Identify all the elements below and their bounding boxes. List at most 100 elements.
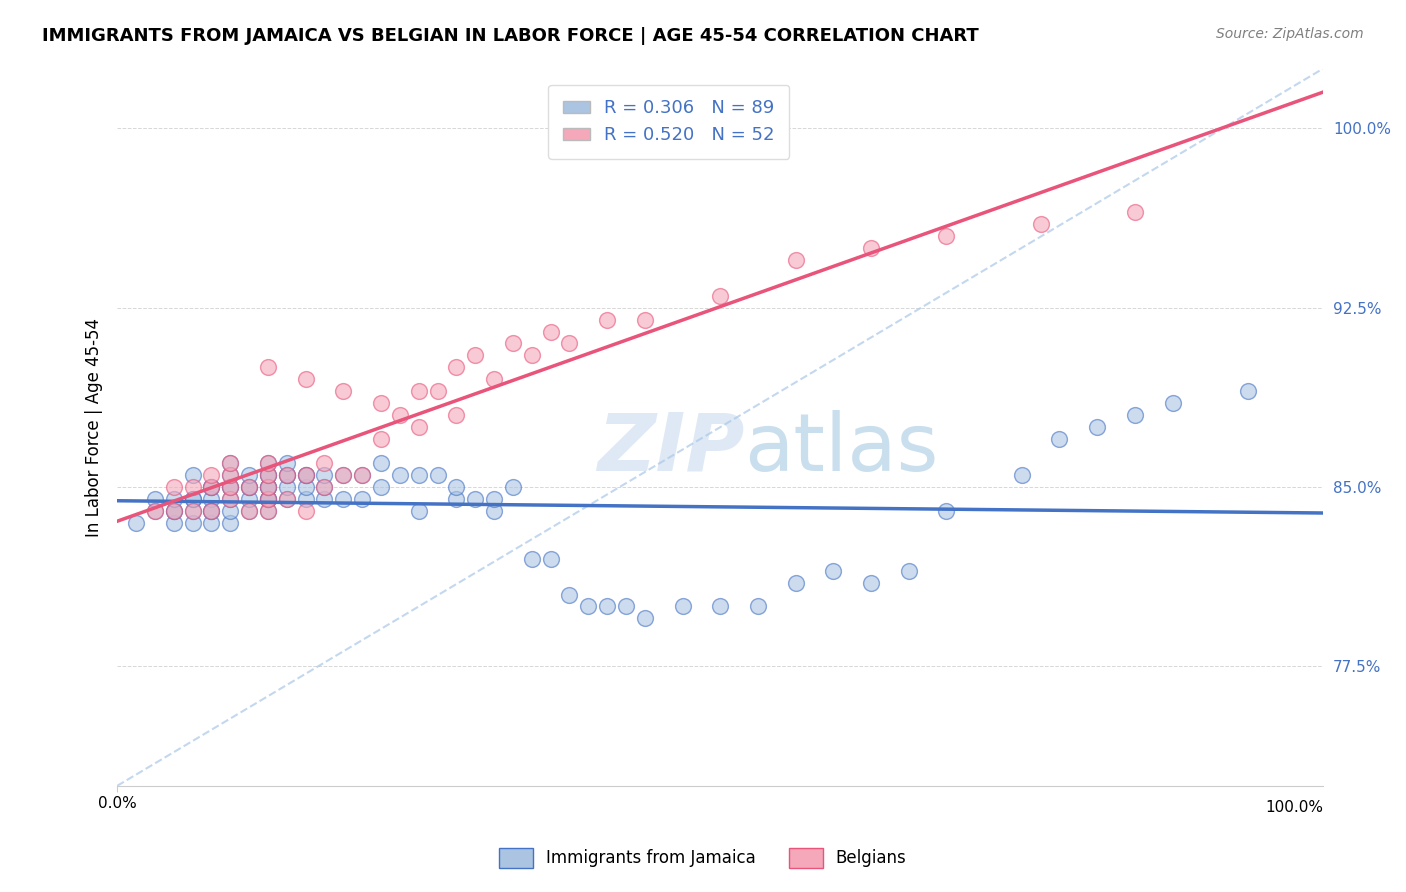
Point [634,312,657,326]
Point [332,468,354,483]
Point [125,516,148,530]
Point [1161,396,1184,410]
Point [294,372,316,386]
Point [859,241,882,255]
Point [200,516,222,530]
Point [257,480,280,494]
Point [257,456,280,470]
Point [558,336,581,351]
Point [502,480,524,494]
Point [181,480,204,494]
Point [482,491,505,506]
Text: IMMIGRANTS FROM JAMAICA VS BELGIAN IN LABOR FORCE | AGE 45-54 CORRELATION CHART: IMMIGRANTS FROM JAMAICA VS BELGIAN IN LA… [42,27,979,45]
Point [276,468,298,483]
Point [257,480,280,494]
Point [219,491,242,506]
Point [426,384,449,399]
Point [181,516,204,530]
Point [200,468,222,483]
Point [257,468,280,483]
Point [163,504,186,518]
Point [596,312,619,326]
Point [200,480,222,494]
Point [502,336,524,351]
Point [482,504,505,518]
Point [446,491,468,506]
Text: Source: ZipAtlas.com: Source: ZipAtlas.com [1216,27,1364,41]
Point [859,575,882,590]
Point [163,480,186,494]
Point [257,480,280,494]
Point [464,348,486,362]
Point [181,491,204,506]
Point [1029,217,1052,231]
Point [576,599,599,614]
Point [1123,205,1146,219]
Point [163,491,186,506]
Text: atlas: atlas [744,409,939,488]
Point [238,480,260,494]
Point [143,491,166,506]
Point [181,504,204,518]
Point [709,288,731,302]
Point [352,491,374,506]
Point [785,252,807,267]
Point [294,504,316,518]
Point [181,468,204,483]
Point [181,491,204,506]
Point [257,504,280,518]
Point [219,491,242,506]
Point [294,468,316,483]
Point [671,599,693,614]
Point [200,491,222,506]
Point [446,480,468,494]
Point [446,408,468,422]
Point [276,456,298,470]
Point [314,468,336,483]
Point [219,480,242,494]
Point [238,491,260,506]
Point [219,504,242,518]
Point [257,504,280,518]
Point [352,468,374,483]
Point [388,468,411,483]
Point [464,491,486,506]
Point [257,468,280,483]
Point [219,468,242,483]
Point [408,504,430,518]
Point [897,564,920,578]
Point [614,599,637,614]
Point [785,575,807,590]
Point [163,516,186,530]
Point [388,408,411,422]
Point [143,504,166,518]
Point [935,228,957,243]
Point [200,480,222,494]
Point [935,504,957,518]
Point [520,551,543,566]
Point [219,468,242,483]
Point [257,491,280,506]
Y-axis label: In Labor Force | Age 45-54: In Labor Force | Age 45-54 [86,318,103,537]
Point [238,468,260,483]
Point [370,456,392,470]
Point [446,360,468,375]
Point [276,468,298,483]
Point [408,384,430,399]
Point [200,480,222,494]
Point [1049,432,1071,446]
Point [276,480,298,494]
Point [163,504,186,518]
Point [332,468,354,483]
Point [408,468,430,483]
Point [163,504,186,518]
Text: 100.0%: 100.0% [1265,800,1323,815]
Point [143,504,166,518]
Point [257,360,280,375]
Point [332,384,354,399]
Point [823,564,845,578]
Point [370,480,392,494]
Point [238,504,260,518]
Point [276,491,298,506]
Text: ZIP: ZIP [598,409,744,488]
